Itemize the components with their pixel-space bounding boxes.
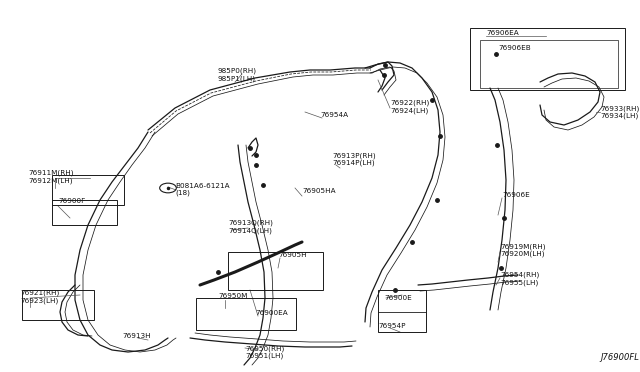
Text: 76906E: 76906E	[502, 192, 530, 198]
Text: 76954P: 76954P	[378, 323, 406, 329]
Text: 76900F: 76900F	[58, 198, 85, 204]
Text: 76913P(RH)
76914P(LH): 76913P(RH) 76914P(LH)	[332, 152, 376, 166]
Bar	[378, 290, 426, 332]
Text: 985P0(RH)
985P1(LH): 985P0(RH) 985P1(LH)	[218, 68, 257, 82]
Text: 76933(RH)
76934(LH): 76933(RH) 76934(LH)	[600, 105, 639, 119]
Text: B081A6-6121A
(18): B081A6-6121A (18)	[175, 183, 230, 196]
Text: 76911M(RH)
76912M(LH): 76911M(RH) 76912M(LH)	[28, 170, 74, 184]
Text: 76900E: 76900E	[384, 295, 412, 301]
Text: 76906EA: 76906EA	[486, 30, 519, 36]
Text: 76950(RH)
76951(LH): 76950(RH) 76951(LH)	[245, 345, 284, 359]
Text: J76900FL: J76900FL	[600, 353, 639, 362]
Bar	[52, 200, 117, 225]
Text: 76913H: 76913H	[122, 333, 150, 339]
Text: 76921(RH)
76923(LH): 76921(RH) 76923(LH)	[20, 290, 60, 304]
Bar	[228, 252, 323, 290]
Text: 76950M: 76950M	[218, 293, 248, 299]
Text: 76906EB: 76906EB	[498, 45, 531, 51]
Bar	[480, 40, 618, 88]
Bar	[470, 28, 625, 90]
Text: 76900EA: 76900EA	[255, 310, 288, 316]
Text: 76954A: 76954A	[320, 112, 348, 118]
Bar	[22, 290, 94, 320]
Bar	[52, 175, 124, 205]
Text: 76905HA: 76905HA	[302, 188, 335, 194]
Text: 76954(RH)
76955(LH): 76954(RH) 76955(LH)	[500, 272, 540, 286]
Bar	[196, 298, 296, 330]
Text: 76913Q(RH)
76914Q(LH): 76913Q(RH) 76914Q(LH)	[228, 220, 273, 234]
Text: 76919M(RH)
76920M(LH): 76919M(RH) 76920M(LH)	[500, 243, 545, 257]
Text: 76905H: 76905H	[278, 252, 307, 258]
Text: 76922(RH)
76924(LH): 76922(RH) 76924(LH)	[390, 100, 429, 114]
